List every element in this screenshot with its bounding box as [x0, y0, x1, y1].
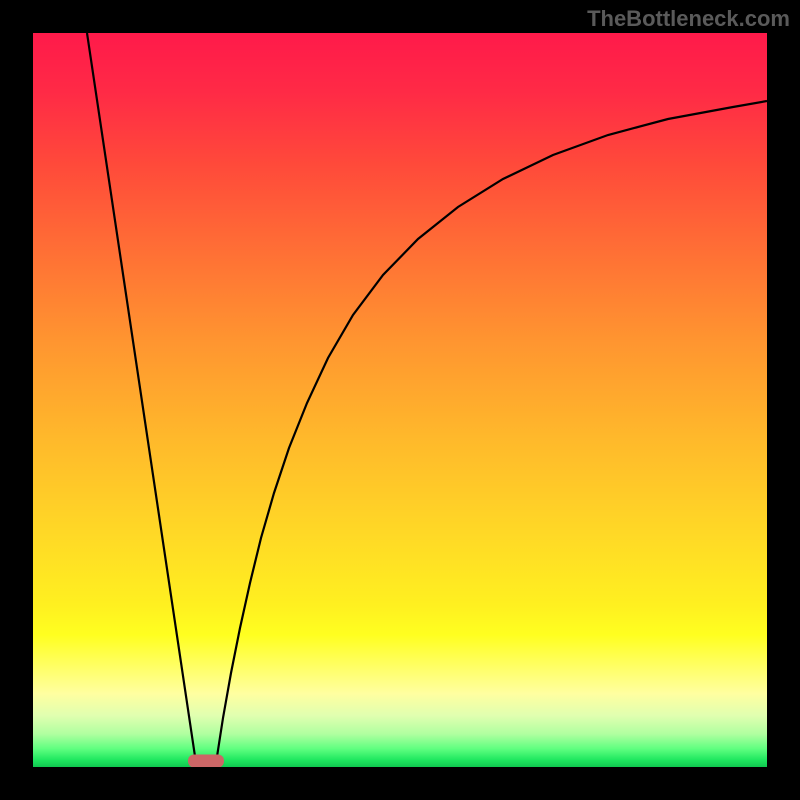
chart-container: TheBottleneck.com: [0, 0, 800, 800]
minimum-marker: [188, 755, 224, 768]
curve-right-curve: [216, 101, 767, 763]
watermark-text: TheBottleneck.com: [587, 6, 790, 32]
curve-left-line: [87, 33, 196, 763]
curve-overlay: [33, 33, 767, 767]
plot-area: [33, 33, 767, 767]
